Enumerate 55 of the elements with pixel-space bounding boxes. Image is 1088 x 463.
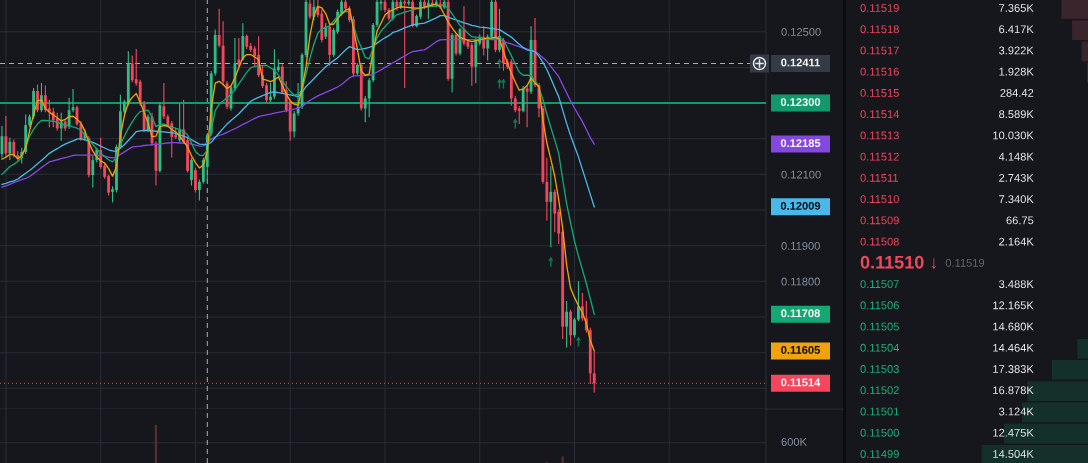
text: 0.11510 ↓: [860, 255, 936, 269]
y-tick-label: 0.11509: [860, 216, 899, 225]
y-tick-label: 0.11510: [860, 195, 899, 204]
ref-line-label: 0.12411: [781, 58, 820, 67]
annotation: 17.383K: [993, 365, 1034, 373]
annotation: 12.475K: [993, 428, 1034, 437]
text: 0.11708: [781, 309, 820, 318]
ref-line-label: 0.12300: [780, 98, 821, 107]
y-tick-label: 0.11511: [860, 173, 899, 182]
y-tick-label: 0.11514: [860, 110, 900, 119]
annotation: 14.464K: [993, 343, 1034, 352]
annotation: 16.878K: [993, 386, 1034, 395]
y-tick-label: 0.12500: [781, 28, 821, 36]
y-tick-label: 0.11900: [781, 241, 820, 250]
y-tick-label: 0.12100: [781, 170, 821, 179]
annotation: 6.417K: [999, 25, 1034, 34]
y-tick-label: 0.11504: [860, 343, 900, 352]
annotation: 10.030K: [993, 131, 1034, 140]
annotation: 3.488K: [999, 280, 1034, 288]
y-tick-label: 0.11507: [860, 280, 899, 288]
annotation: 14.680K: [993, 322, 1034, 331]
annotation: 2.743K: [999, 173, 1034, 182]
annotation: 66.75: [1006, 216, 1034, 225]
annotation: 7.340K: [999, 195, 1034, 204]
annotation: 7.365K: [999, 4, 1034, 12]
text: 0.11605: [781, 345, 820, 354]
annotation: 3.124K: [999, 407, 1034, 416]
y-tick-label: 0.11517: [860, 46, 899, 55]
y-tick-label: 0.11519: [860, 4, 899, 12]
annotation: 284.42: [1000, 88, 1034, 97]
annotation: 0.11519: [945, 258, 985, 267]
y-tick-label: 0.11513: [860, 131, 899, 140]
y-tick-label: 0.11512: [860, 152, 899, 161]
y-tick-label: 0.11503: [860, 365, 899, 373]
annotation: 4.148K: [998, 152, 1034, 161]
y-tick-label: 0.11506: [860, 301, 899, 310]
y-tick-label: 0.11500: [860, 428, 899, 437]
annotation: 3.922K: [999, 46, 1034, 55]
y-tick-label: 0.11502: [860, 386, 899, 395]
annotation: 14.504K: [993, 450, 1034, 458]
y-tick-label: 0.11800: [781, 277, 820, 286]
annotation: 8.589K: [999, 110, 1034, 119]
annotation: 1.928K: [999, 67, 1034, 76]
text: 0.12009: [780, 201, 821, 210]
y-tick-label: 0.11505: [860, 322, 899, 331]
y-tick-label: 0.11515: [860, 88, 899, 97]
annotation: 12.165K: [993, 301, 1034, 310]
y-tick-label: 0.11499: [860, 450, 899, 458]
y-tick-label: 0.11516: [860, 67, 899, 76]
y-tick-label: 0.11501: [860, 407, 899, 416]
y-tick-label: 0.11508: [860, 237, 899, 246]
y-tick-label: 0.11518: [860, 25, 899, 34]
text: 0.12185: [780, 139, 821, 148]
annotation: 2.164K: [999, 237, 1034, 246]
ref-line-label: 600K: [781, 437, 807, 446]
